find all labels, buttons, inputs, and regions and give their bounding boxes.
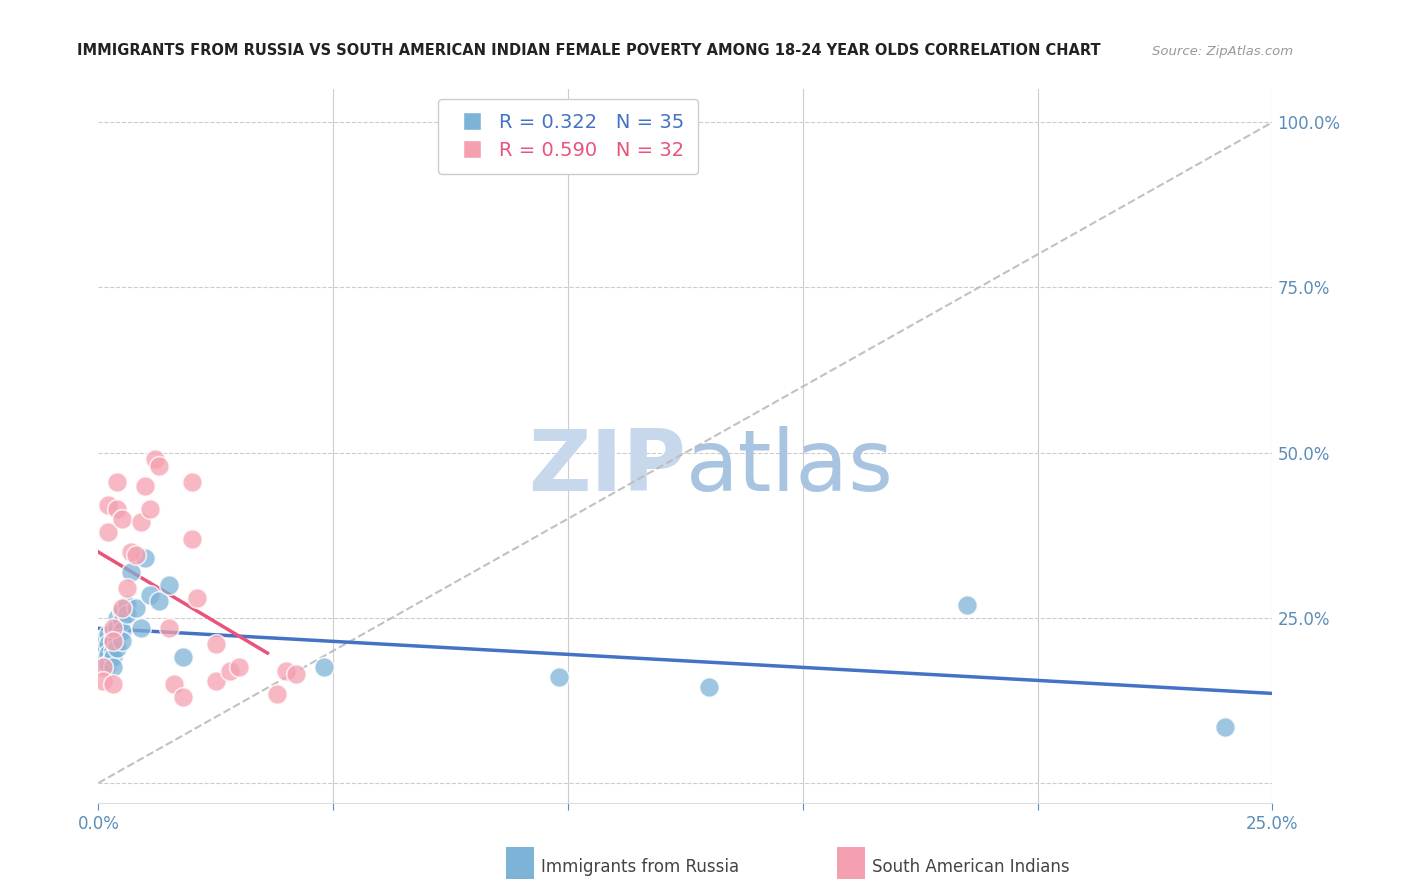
Point <box>105 621 128 635</box>
Point <box>91 644 114 658</box>
Point <box>111 604 134 618</box>
Point <box>157 578 180 592</box>
Point <box>162 677 184 691</box>
Point <box>111 600 134 615</box>
Point <box>111 624 134 638</box>
Text: Immigrants from Russia: Immigrants from Russia <box>541 858 740 876</box>
Point <box>956 598 979 612</box>
Point <box>143 452 166 467</box>
Point <box>91 660 114 674</box>
Point <box>105 611 128 625</box>
Point <box>276 664 298 678</box>
Point <box>115 607 138 622</box>
Point <box>1215 720 1237 734</box>
Point <box>697 680 720 694</box>
Text: IMMIGRANTS FROM RUSSIA VS SOUTH AMERICAN INDIAN FEMALE POVERTY AMONG 18-24 YEAR : IMMIGRANTS FROM RUSSIA VS SOUTH AMERICAN… <box>77 43 1101 58</box>
Point <box>139 588 162 602</box>
Point <box>148 594 170 608</box>
Point <box>139 501 162 516</box>
Point <box>105 475 128 490</box>
Point <box>101 644 124 658</box>
Point <box>129 621 152 635</box>
Point <box>547 670 569 684</box>
Legend: R = 0.322   N = 35, R = 0.590   N = 32: R = 0.322 N = 35, R = 0.590 N = 32 <box>439 99 697 174</box>
Point <box>181 532 204 546</box>
Point <box>101 624 124 638</box>
Point <box>111 511 134 525</box>
Point <box>284 667 307 681</box>
Point <box>97 647 120 661</box>
Point <box>97 637 120 651</box>
Point <box>115 598 138 612</box>
Point <box>111 634 134 648</box>
Point <box>120 545 142 559</box>
Point <box>125 548 148 562</box>
Point <box>115 581 138 595</box>
Point <box>91 673 114 688</box>
Point <box>105 631 128 645</box>
Point <box>134 551 156 566</box>
Point <box>186 591 208 605</box>
Point <box>105 501 128 516</box>
Point <box>120 565 142 579</box>
Point <box>181 475 204 490</box>
Point <box>129 515 152 529</box>
Point <box>148 458 170 473</box>
Point <box>172 690 194 704</box>
Point <box>101 650 124 665</box>
Text: ZIP: ZIP <box>527 425 686 509</box>
Point <box>266 687 288 701</box>
Point <box>172 650 194 665</box>
Point <box>97 657 120 671</box>
Point <box>101 634 124 648</box>
Point <box>97 499 120 513</box>
Point <box>205 637 228 651</box>
Text: Source: ZipAtlas.com: Source: ZipAtlas.com <box>1153 45 1294 58</box>
Point <box>91 654 114 668</box>
Point <box>134 478 156 492</box>
Point <box>312 660 335 674</box>
Point <box>125 600 148 615</box>
Point <box>157 621 180 635</box>
Point <box>219 664 242 678</box>
Point <box>101 634 124 648</box>
Text: atlas: atlas <box>686 425 893 509</box>
Point <box>111 614 134 628</box>
Point <box>101 660 124 674</box>
Point <box>105 640 128 655</box>
Point <box>97 627 120 641</box>
Point <box>101 621 124 635</box>
Point <box>228 660 250 674</box>
Point <box>205 673 228 688</box>
Text: South American Indians: South American Indians <box>872 858 1070 876</box>
Point <box>97 524 120 539</box>
Point <box>101 677 124 691</box>
Point <box>91 634 114 648</box>
